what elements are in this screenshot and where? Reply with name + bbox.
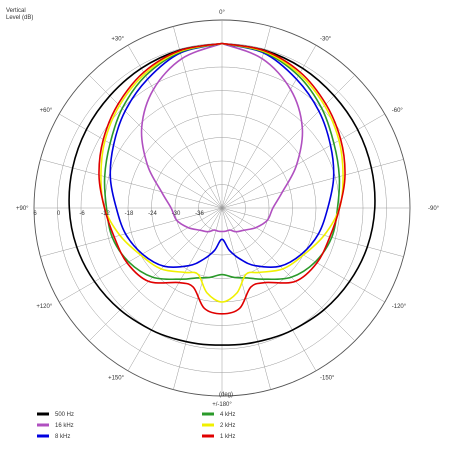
r-tick-label: 6: [33, 211, 37, 217]
grid-spoke: [221, 207, 271, 390]
angle-label: -150°: [320, 376, 335, 382]
grid-spoke: [173, 207, 223, 390]
polar-grid: [33, 19, 411, 397]
series-line-2-khz: [100, 42, 344, 303]
angle-label: +90°: [16, 206, 29, 212]
series-line-16-khz: [140, 42, 304, 233]
series-line-1-khz: [98, 42, 346, 315]
legend-label: 8 kHz: [55, 434, 70, 440]
polar-labels: 6 0 -6 -12 -18 -24 -30 -36 0° -30° -60° -90° -120° -1…: [16, 10, 440, 408]
angle-label: -120°: [392, 304, 407, 310]
grid-spoke: [221, 159, 404, 209]
grid-spoke: [88, 74, 223, 209]
grid-spoke: [40, 159, 223, 209]
angle-label: +30°: [111, 36, 124, 42]
angle-label: -60°: [392, 108, 404, 114]
grid-spoke: [221, 26, 271, 209]
polar-curves: [68, 42, 376, 346]
grid-spoke: [221, 207, 404, 257]
grid-spoke: [221, 207, 317, 371]
y-axis-label-line1: Vertical: [6, 8, 26, 14]
legend-label: 1 kHz: [220, 434, 235, 440]
angle-label: +120°: [36, 304, 53, 310]
angle-label: +/-180°: [212, 402, 232, 408]
legend-label: 500 Hz: [55, 412, 74, 418]
angle-label: +150°: [108, 376, 125, 382]
grid-spoke: [40, 207, 223, 257]
angle-label: -30°: [320, 36, 332, 42]
legend-label: 4 kHz: [220, 412, 235, 418]
series-line-8-khz: [109, 42, 335, 268]
grid-spoke: [59, 113, 223, 209]
series-line-4-khz: [103, 42, 341, 281]
angle-label: +60°: [40, 108, 53, 114]
angle-label: -90°: [428, 206, 440, 212]
series-line-500-hz: [68, 42, 376, 346]
grid-spoke: [221, 74, 356, 209]
legend: 500 Hz 16 kHz 8 kHz 4 kHz 2 kHz 1 kHz: [37, 412, 235, 440]
y-axis-label-line2: Level (dB): [6, 15, 33, 21]
grid-spoke: [221, 113, 385, 209]
r-tick-label: -6: [79, 211, 85, 217]
x-axis-label: (deg): [219, 392, 233, 398]
r-tick-label: -18: [125, 211, 134, 217]
r-tick-label: -24: [148, 211, 157, 217]
legend-label: 16 kHz: [55, 423, 74, 429]
grid-spoke: [173, 26, 223, 209]
grid-spoke: [127, 207, 223, 371]
r-tick-label: -36: [195, 211, 204, 217]
legend-label: 2 kHz: [220, 423, 235, 429]
angle-label: 0°: [219, 10, 225, 16]
r-tick-label: -12: [101, 211, 110, 217]
r-tick-label: 0: [57, 211, 61, 217]
r-tick-label: -30: [172, 211, 181, 217]
